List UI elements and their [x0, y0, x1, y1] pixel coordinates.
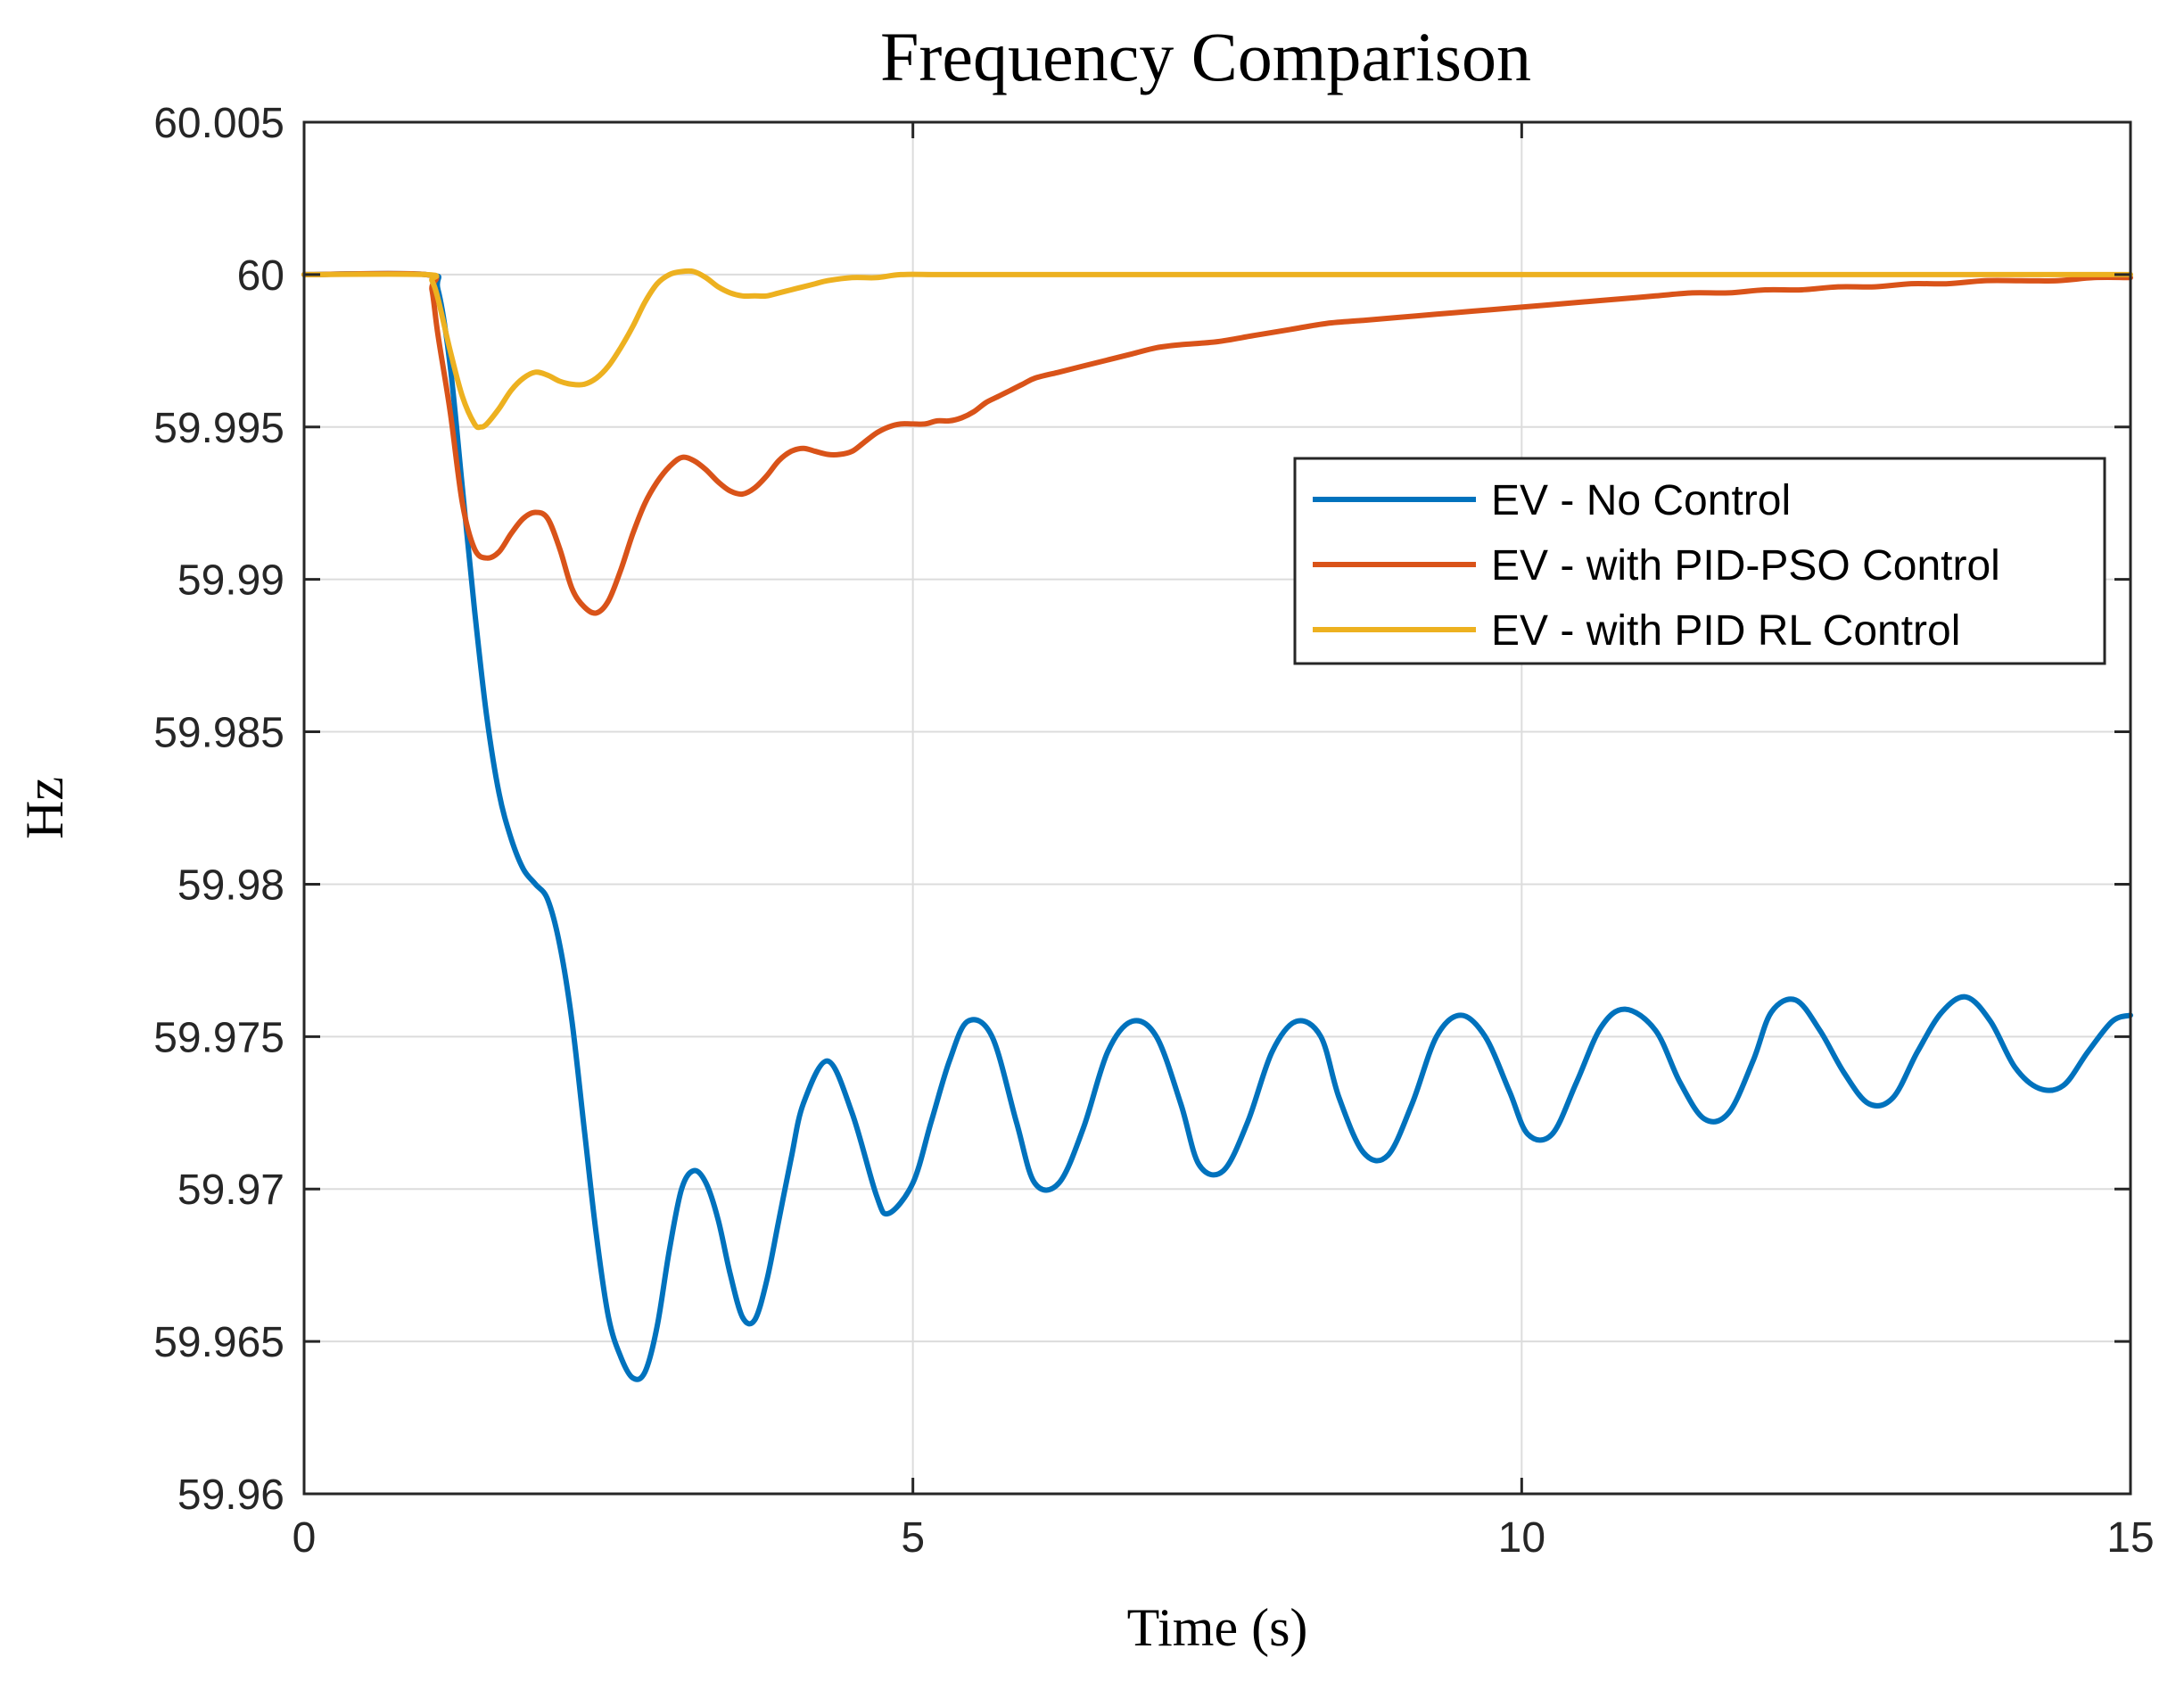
series-layer — [301, 268, 2133, 1382]
y-tick-label: 59.975 — [153, 1014, 284, 1061]
x-tick-label: 15 — [2106, 1514, 2154, 1562]
y-tick-label: 59.965 — [153, 1319, 284, 1366]
x-axis-label: Time (s) — [1127, 1598, 1308, 1657]
series-line-pid-pso — [301, 270, 2133, 616]
y-tick-label: 60 — [237, 252, 284, 300]
y-tick-label: 59.995 — [153, 405, 284, 452]
chart-title: Frequency Comparison — [880, 18, 1531, 95]
series-line-no-control — [301, 270, 2133, 1382]
plot-area — [304, 122, 2130, 1494]
y-axis-label: Hz — [15, 777, 74, 839]
tick-layer: 0 5 10 15 59.96 59.965 59.97 59.975 59.98 59.985 5… — [153, 100, 2155, 1562]
x-tick-label: 0 — [293, 1514, 317, 1562]
legend-label-pid-rl: EV - with PID RL Control — [1491, 607, 1960, 655]
y-tick-label: 59.97 — [177, 1167, 284, 1214]
legend: EV - No Control EV - with PID-PSO Control… — [1293, 457, 2106, 665]
x-tick-label: 10 — [1498, 1514, 1545, 1562]
axes-box — [302, 120, 2132, 1496]
y-tick-label: 59.985 — [153, 710, 284, 757]
y-tick-label: 60.005 — [153, 100, 284, 147]
series-line-pid-rl — [301, 268, 2133, 431]
legend-label-pid-pso: EV - with PID-PSO Control — [1491, 542, 2000, 590]
legend-label-no-control: EV - No Control — [1491, 477, 1791, 524]
y-tick-label: 59.96 — [177, 1472, 284, 1519]
y-tick-label: 59.98 — [177, 862, 284, 909]
y-tick-label: 59.99 — [177, 557, 284, 605]
x-tick-label: 5 — [901, 1514, 925, 1562]
